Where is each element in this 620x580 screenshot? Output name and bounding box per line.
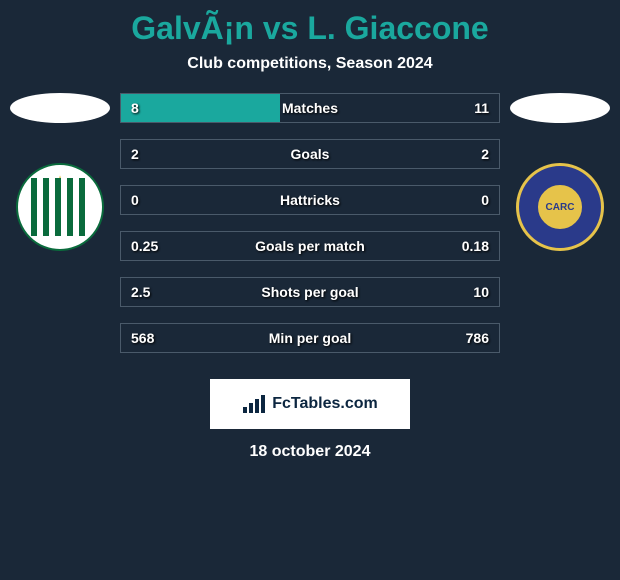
stat-value-right: 11 [474,100,489,116]
team-shield-left: ★ [16,163,104,251]
team-left-col: ★ [10,93,110,251]
stat-value-right: 0.18 [462,238,489,254]
stat-row: 2Goals2 [120,139,500,169]
stat-label: Hattricks [121,192,499,208]
stat-label: Goals [121,146,499,162]
chart-icon [242,395,266,413]
player-silhouette-right [510,93,610,123]
shield-inner-badge: CARC [535,182,585,232]
stats-column: 8Matches11 2Goals2 0Hattricks0 0.25Goals pe… [120,93,500,369]
stat-value-right: 0 [481,192,489,208]
stat-value-right: 2 [481,146,489,162]
title: GalvÃ¡n vs L. Giaccone [0,10,620,47]
stat-row: 8Matches11 [120,93,500,123]
main-row: ★ 8Matches11 2Goals2 0Hattricks0 0.25Goals … [0,93,620,369]
player-silhouette-left [10,93,110,123]
stat-label: Goals per match [121,238,499,254]
brand-text: FcTables.com [272,395,378,413]
infographic-container: GalvÃ¡n vs L. Giaccone Club competitions… [0,0,620,471]
stat-value-right: 786 [466,330,489,346]
stat-label: Matches [121,100,499,116]
team-shield-right: CARC [516,163,604,251]
team-stripes [31,178,90,237]
stat-label: Min per goal [121,330,499,346]
stat-label: Shots per goal [121,284,499,300]
date: 18 october 2024 [0,443,620,461]
stat-row: 0Hattricks0 [120,185,500,215]
team-right-col: CARC [510,93,610,251]
brand-logo: FcTables.com [210,379,410,429]
stat-value-right: 10 [473,284,489,300]
stat-row: 568Min per goal786 [120,323,500,353]
stat-row: 0.25Goals per match0.18 [120,231,500,261]
subtitle: Club competitions, Season 2024 [0,55,620,73]
stat-row: 2.5Shots per goal10 [120,277,500,307]
